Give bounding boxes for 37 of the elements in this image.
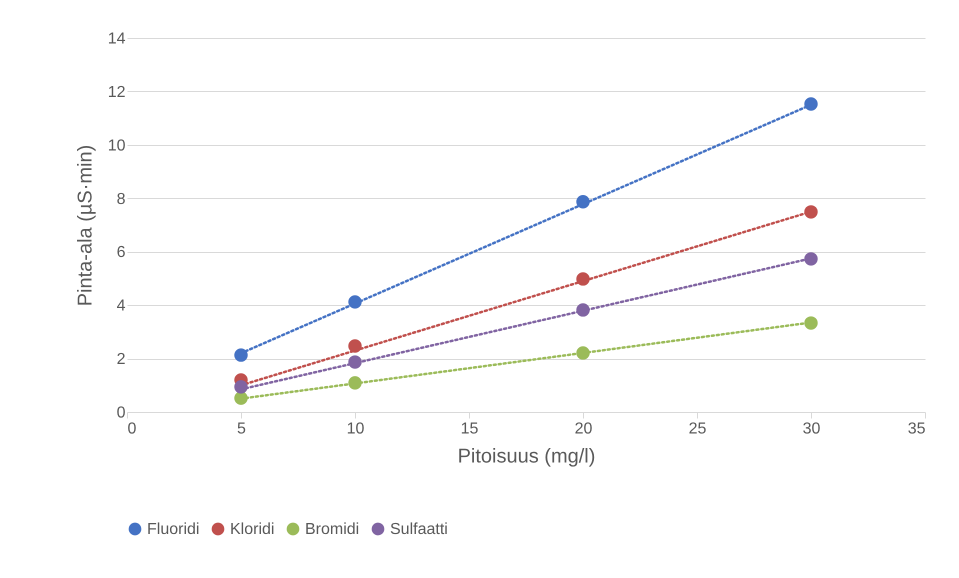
point <box>804 97 818 111</box>
x-tick-label: 5 <box>237 420 246 438</box>
y-tick-label: 0 <box>116 404 126 422</box>
point <box>348 355 362 369</box>
point <box>576 303 590 317</box>
legend-label: Bromidi <box>305 521 360 538</box>
point <box>234 391 248 405</box>
y-tick-label: 12 <box>108 84 126 101</box>
x-tick-label: 30 <box>802 420 820 438</box>
legend-label: Sulfaatti <box>390 521 448 538</box>
x-tick-label: 15 <box>460 420 478 438</box>
x-tick-label: 20 <box>574 420 592 438</box>
y-tick-label: 8 <box>116 190 126 208</box>
x-tick-label: 25 <box>688 420 706 438</box>
x-tick-label: 0 <box>128 420 136 438</box>
point <box>576 195 590 208</box>
x-axis-title: Pitoisuus (mg/l) <box>458 446 596 468</box>
point <box>348 339 362 353</box>
x-tick-label: 35 <box>908 420 926 438</box>
point <box>804 252 818 266</box>
y-tick-label: 4 <box>116 298 126 315</box>
point <box>804 316 818 330</box>
point <box>576 346 590 360</box>
y-tick-label: 10 <box>108 137 126 154</box>
point <box>576 272 590 286</box>
point <box>804 205 818 219</box>
point <box>348 376 362 390</box>
y-tick-label: 2 <box>116 351 126 368</box>
point <box>348 295 362 309</box>
legend-label: Fluoridi <box>147 521 200 538</box>
x-tick-label: 10 <box>346 420 364 438</box>
point <box>234 348 248 362</box>
legend-label: Kloridi <box>230 521 274 538</box>
y-axis-title: Pinta-ala (µS·min) <box>74 144 97 306</box>
y-tick-label: 6 <box>116 244 126 262</box>
y-tick-label: 14 <box>108 30 126 48</box>
point <box>234 380 248 394</box>
